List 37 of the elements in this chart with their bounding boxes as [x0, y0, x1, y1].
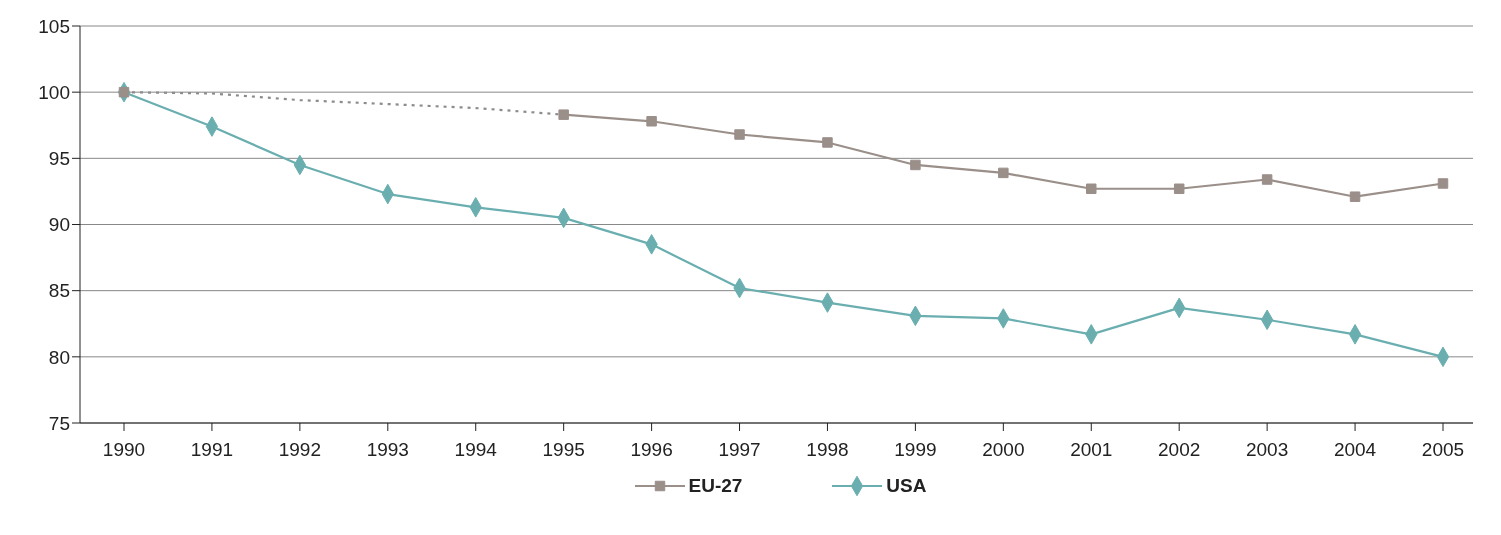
point — [1261, 174, 1273, 185]
x-tick-label: 1998 — [806, 439, 849, 461]
x-tick-label: 1993 — [366, 439, 409, 461]
x-tick-label: 1990 — [102, 439, 146, 461]
x-tick-label: 1991 — [190, 439, 234, 461]
legend-label: EU-27 — [688, 475, 743, 497]
x-tick-label: 2001 — [1070, 439, 1113, 461]
point — [1437, 178, 1449, 189]
x-tick-label: 2003 — [1245, 439, 1289, 461]
y-tick-label: 100 — [38, 81, 70, 103]
y-tick-label: 75 — [48, 412, 70, 434]
point — [1086, 183, 1097, 195]
y-tick-label: 105 — [38, 15, 70, 37]
point — [822, 137, 833, 148]
x-tick-label: 2004 — [1333, 439, 1377, 461]
legend-label: USA — [886, 475, 927, 497]
point — [910, 159, 921, 171]
x-tick-label: 1997 — [718, 439, 761, 461]
x-tick-label: 2005 — [1421, 439, 1465, 461]
point — [998, 167, 1009, 179]
point — [1173, 183, 1185, 195]
x-tick-label: 2002 — [1158, 439, 1201, 461]
x-tick-label: 2000 — [982, 439, 1025, 461]
x-tick-label: 1995 — [542, 439, 585, 461]
point — [646, 116, 657, 127]
y-tick-label: 95 — [48, 148, 70, 170]
point — [1349, 191, 1361, 202]
x-tick-label: 1996 — [630, 439, 673, 461]
y-tick-label: 85 — [48, 280, 70, 302]
y-tick-label: 90 — [48, 214, 70, 236]
point — [734, 129, 745, 140]
y-tick-label: 80 — [48, 346, 70, 368]
x-tick-label: 1999 — [894, 439, 937, 461]
point — [558, 109, 569, 120]
point — [118, 86, 130, 98]
x-tick-label: 1992 — [278, 439, 322, 461]
x-tick-label: 1994 — [454, 439, 498, 461]
